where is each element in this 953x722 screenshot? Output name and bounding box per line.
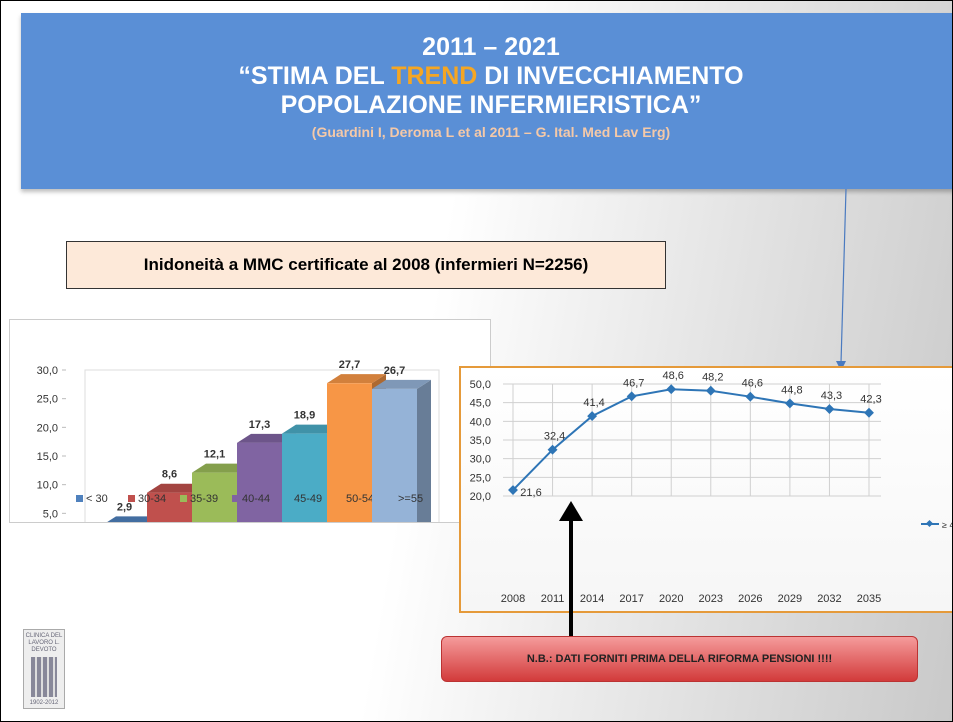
x-tick-label: 2026 xyxy=(738,593,762,605)
legend-label: 45-49 xyxy=(294,493,322,505)
legend-label: >=55 xyxy=(398,493,423,505)
y-tick-label: 40,0 xyxy=(470,416,491,428)
bar xyxy=(282,434,327,523)
bar xyxy=(237,443,282,523)
point xyxy=(864,408,874,418)
y-tick-label: 5,0 xyxy=(43,508,58,520)
point xyxy=(785,398,795,408)
legend-label: 30-34 xyxy=(138,493,166,505)
legend-swatch xyxy=(232,495,239,502)
data-label: 8,6 xyxy=(162,469,177,481)
data-label: 27,7 xyxy=(339,359,360,371)
x-tick-label: 2023 xyxy=(699,593,723,605)
data-label: 12,1 xyxy=(204,449,225,461)
y-tick-label: 25,0 xyxy=(470,472,491,484)
point xyxy=(666,384,676,394)
legend-swatch xyxy=(284,495,291,502)
x-tick-label: 2014 xyxy=(580,593,604,605)
bar-chart: 0,05,010,015,020,025,030,02,9< 308,630-3… xyxy=(9,319,491,523)
x-tick-label: 2035 xyxy=(857,593,881,605)
y-tick-label: 45,0 xyxy=(470,398,491,410)
point xyxy=(824,404,834,414)
note: N.B.: DATI FORNITI PRIMA DELLA RIFORMA P… xyxy=(441,636,918,682)
logo: CLINICA DEL LAVORO L. DEVOTO 1902-2012 xyxy=(23,629,65,709)
point xyxy=(745,392,755,402)
point xyxy=(706,386,716,396)
legend-swatch xyxy=(128,495,135,502)
legend-label: < 30 xyxy=(86,493,108,505)
x-tick-label: 2011 xyxy=(541,593,565,605)
legend-swatch xyxy=(388,495,395,502)
point xyxy=(627,391,637,401)
legend-marker xyxy=(926,520,933,527)
legend-label: 35-39 xyxy=(190,493,218,505)
data-label: 46,7 xyxy=(623,377,644,389)
data-label: 32,4 xyxy=(544,431,565,443)
data-label: 41,4 xyxy=(583,397,604,409)
data-label: 48,2 xyxy=(702,372,723,384)
y-tick-label: 35,0 xyxy=(470,435,491,447)
data-label: 17,3 xyxy=(249,419,270,431)
slide: 2011 – 2021 “STIMA DEL TREND DI INVECCHI… xyxy=(0,0,953,722)
y-tick-label: 30,0 xyxy=(470,454,491,466)
page: {"header": {"line1": "2011 – 2021", "lin… xyxy=(0,0,953,722)
data-label: 2,9 xyxy=(117,501,132,513)
data-label: 18,9 xyxy=(294,410,315,422)
line-chart: 20,0 25,0 30,0 35,0 40,0 45,0 50,0 2008 2011 2014… xyxy=(459,366,953,613)
legend-swatch xyxy=(336,495,343,502)
data-label: 42,3 xyxy=(860,394,881,406)
y-tick-label: 30,0 xyxy=(37,365,58,377)
legend-swatch xyxy=(180,495,187,502)
logo-years: 1902-2012 xyxy=(24,700,64,707)
data-label: 48,6 xyxy=(663,370,684,382)
legend-label: 50-54 xyxy=(346,493,374,505)
data-label: 43,3 xyxy=(821,390,842,402)
connector-line xyxy=(841,189,846,363)
y-tick-label: 20,0 xyxy=(470,491,491,503)
legend-label: ≥ 4 xyxy=(942,520,953,530)
data-label: 44,8 xyxy=(781,384,802,396)
legend-label: 40-44 xyxy=(242,493,270,505)
y-tick-label: 15,0 xyxy=(37,451,58,463)
x-tick-label: 2032 xyxy=(817,593,841,605)
data-label: 46,6 xyxy=(742,378,763,390)
y-tick-label: 25,0 xyxy=(37,394,58,406)
y-tick-label: 10,0 xyxy=(37,480,58,492)
y-tick-label: 50,0 xyxy=(470,379,491,391)
caption-box: Inidoneità a MMC certificate al 2008 (in… xyxy=(66,241,666,289)
x-tick-label: 2017 xyxy=(619,593,643,605)
data-label: 21,6 xyxy=(520,487,541,499)
legend-swatch xyxy=(76,495,83,502)
x-tick-label: 2008 xyxy=(501,593,525,605)
logo-name: CLINICA DEL LAVORO L. DEVOTO xyxy=(24,633,64,654)
x-tick-label: 2020 xyxy=(659,593,683,605)
y-tick-label: 20,0 xyxy=(37,422,58,434)
logo-building xyxy=(31,657,57,697)
data-label: 26,7 xyxy=(384,365,405,377)
x-tick-label: 2029 xyxy=(778,593,802,605)
